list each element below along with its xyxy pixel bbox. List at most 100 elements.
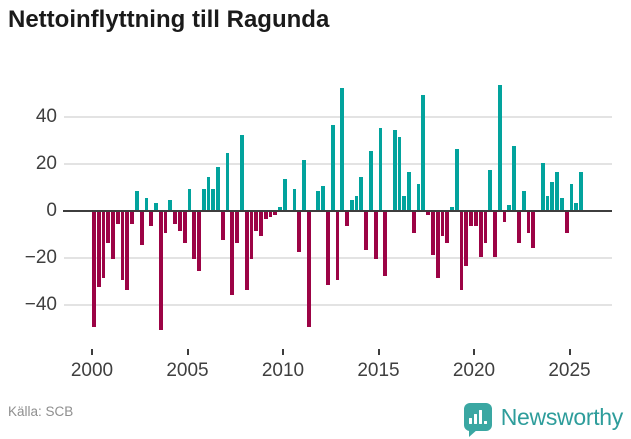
bar-negative [263,212,268,220]
bar-positive [569,183,574,210]
bar-negative [325,212,330,286]
bar-negative [483,212,488,243]
x-axis-tick-label: 2010 [261,360,305,381]
bar-positive [550,181,555,210]
bar-negative [268,212,273,217]
bar-positive [407,172,411,210]
bar-negative [173,212,177,224]
bar-negative [158,212,163,330]
x-axis-tick [186,349,189,355]
bar-negative [345,212,349,227]
zero-axis-line [63,209,612,213]
bar-negative [125,212,130,290]
y-axis-tick-label: 20 [35,153,57,174]
bar-positive [368,151,373,210]
bar-negative [177,212,182,232]
bar-positive [316,190,321,210]
bar-positive [216,167,220,210]
bar-positive [555,172,559,210]
bar-positive [488,169,493,210]
bar-negative [464,212,469,267]
bar-positive [302,160,306,210]
bar-negative [383,212,388,276]
bubble-tail [468,429,478,437]
bar-negative [115,212,120,224]
bar-positive [545,195,550,210]
bar-negative [96,212,101,288]
bar-negative [335,212,340,281]
bar-negative [111,212,115,260]
bar-negative [130,212,134,224]
x-axis-tick [473,349,475,355]
newsworthy-logo[interactable]: Newsworthy [463,399,624,437]
bar-negative [297,212,302,253]
y-axis-tick-label: −40 [24,294,57,315]
bar-negative [364,212,368,250]
bar-positive [340,87,345,210]
bar-negative [459,212,464,290]
x-axis-tick-label: 2005 [166,360,209,381]
bar-positive [521,190,526,210]
x-axis-tick [568,349,571,355]
bar-positive [421,94,426,210]
bar-positive [579,172,583,210]
source-label: Källa: SCB [8,404,74,419]
bar-positive [168,200,173,210]
bar-negative [182,212,187,243]
bar-positive [321,186,325,210]
bar-negative [431,212,435,255]
x-axis-tick-label: 2000 [70,360,114,381]
x-axis-tick-label: 2025 [548,360,591,381]
bar-negative [249,212,254,260]
gridline-y20 [64,163,612,165]
gridline-y-40 [64,304,612,306]
bar-negative [220,212,225,241]
brand-wordmark: Newsworthy [500,403,624,430]
bar-positive [559,198,564,210]
bar-negative [564,212,569,234]
bar-negative [435,212,440,279]
bar-negative [101,212,106,279]
bar-positive [211,188,216,210]
bar-negative [235,212,240,243]
bar-positive [359,176,364,210]
bar-negative [139,212,144,246]
bar-positive [454,148,459,210]
bar-positive [144,198,149,210]
bar-negative [244,212,249,290]
bar-negative [306,212,311,328]
bar-positive [206,176,211,210]
bar-negative [526,212,531,234]
bar-negative [197,212,201,271]
y-axis-tick-label: 40 [35,106,57,127]
bar-chart-bubble-icon [463,403,492,437]
bar-positive [330,125,335,210]
bar-positive [574,202,579,210]
bar-positive [154,202,158,210]
bar-positive [134,190,139,210]
x-axis-tick-label: 2015 [357,360,400,381]
bar-positive [225,153,230,210]
bar-negative [163,212,168,234]
bar-negative [106,212,111,243]
bar-positive [283,179,287,210]
bar-positive [392,129,397,210]
bar-negative [230,212,235,295]
bar-positive [240,134,244,210]
bar-positive [354,195,359,210]
bar-negative [478,212,483,257]
bar-positive [512,146,516,210]
x-axis-tick [282,349,284,355]
bar-negative [445,212,450,243]
bar-negative [259,212,263,236]
bar-positive [497,85,502,210]
x-axis-tick [91,349,93,355]
bar-negative [192,212,197,260]
bar-positive [349,200,354,210]
bar-negative [149,212,154,227]
bar-negative [92,212,96,328]
bar-positive [187,188,192,210]
gridline-y40 [64,116,612,118]
bar-positive [507,205,512,210]
bar-negative [440,212,445,236]
